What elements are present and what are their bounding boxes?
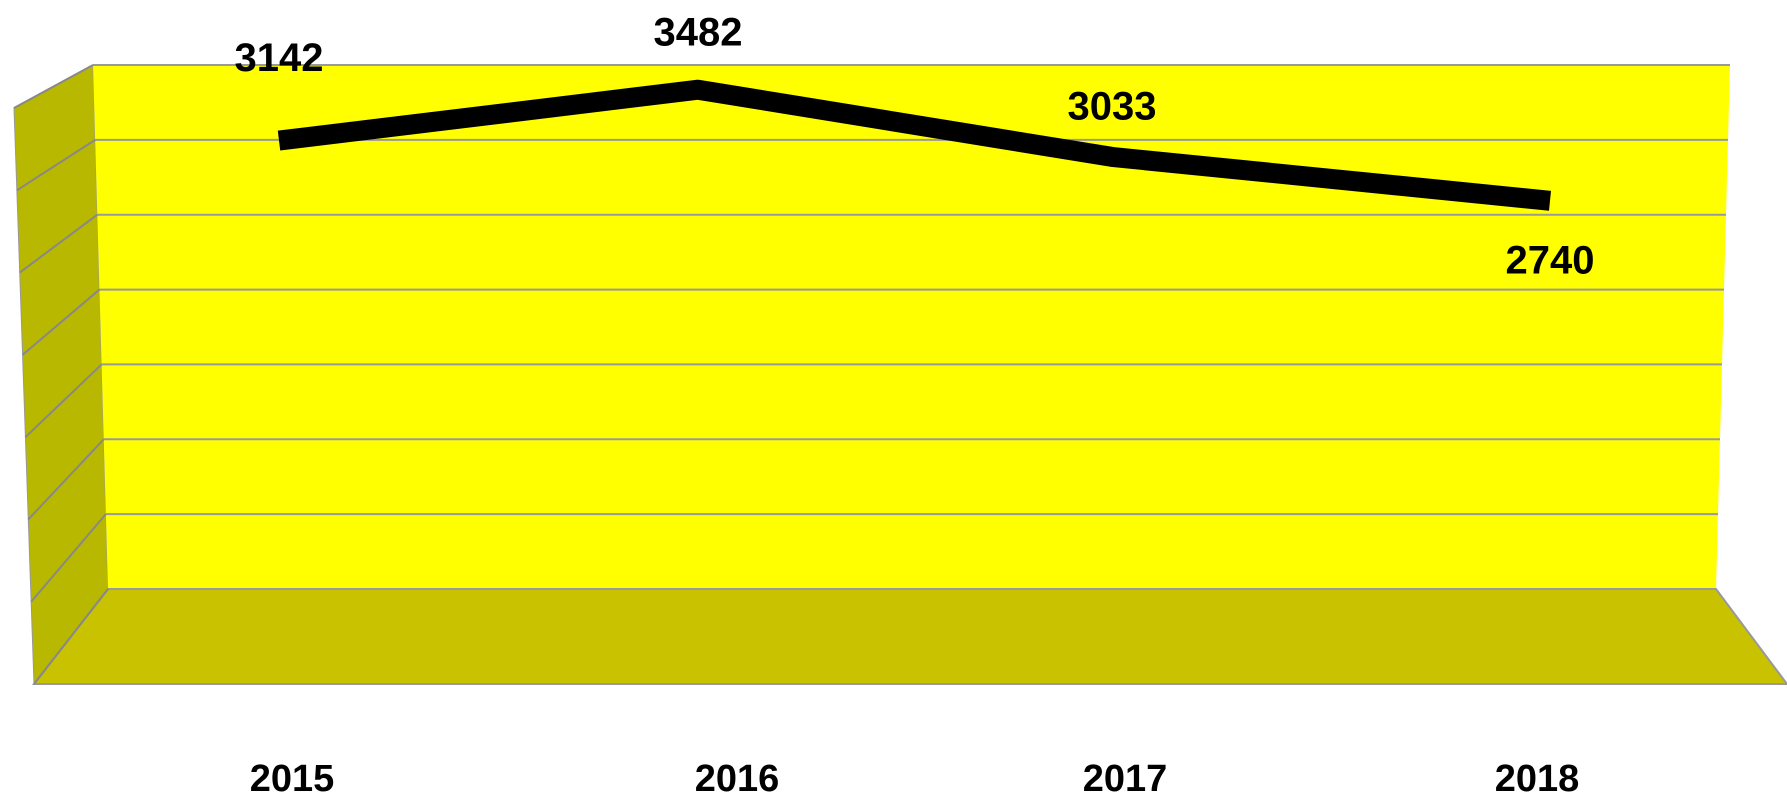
side-wall xyxy=(13,64,109,686)
side-grid-line xyxy=(13,64,94,109)
floor xyxy=(31,588,1787,685)
side-grid-line xyxy=(16,139,96,192)
side-grid-line xyxy=(27,438,105,521)
x-tick-label: 2017 xyxy=(1083,758,1168,800)
x-tick-label: 2015 xyxy=(250,758,335,800)
back-wall xyxy=(93,65,1730,589)
side-grid-line xyxy=(30,513,107,603)
data-label: 3482 xyxy=(654,10,743,54)
side-grid-line xyxy=(19,213,98,274)
data-label: 3033 xyxy=(1068,84,1157,128)
data-label: 3142 xyxy=(235,36,324,80)
x-tick-label: 2016 xyxy=(695,758,780,800)
line-series xyxy=(277,79,1551,211)
side-grid-line xyxy=(24,363,103,438)
side-grid-line xyxy=(21,288,101,356)
side-grid-line xyxy=(33,588,109,685)
data-label: 2740 xyxy=(1506,238,1595,282)
x-tick-label: 2018 xyxy=(1495,758,1580,800)
